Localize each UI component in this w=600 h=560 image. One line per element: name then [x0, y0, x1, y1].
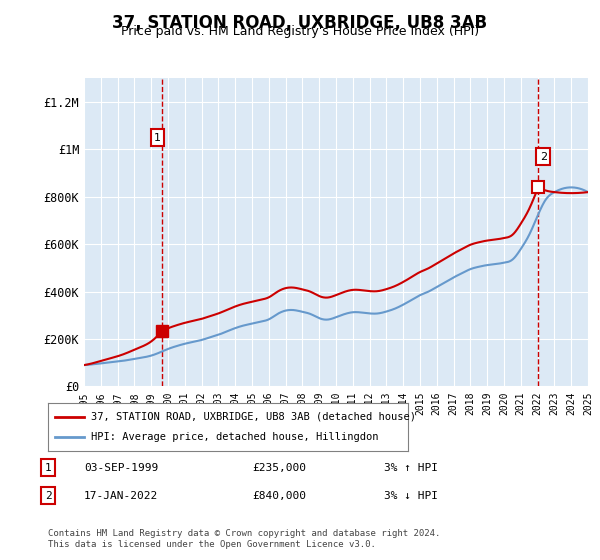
Text: £235,000: £235,000	[252, 463, 306, 473]
Text: 1: 1	[154, 133, 161, 143]
Text: 3% ↑ HPI: 3% ↑ HPI	[384, 463, 438, 473]
Text: Price paid vs. HM Land Registry's House Price Index (HPI): Price paid vs. HM Land Registry's House …	[121, 25, 479, 38]
Text: 3% ↓ HPI: 3% ↓ HPI	[384, 491, 438, 501]
Text: HPI: Average price, detached house, Hillingdon: HPI: Average price, detached house, Hill…	[91, 432, 379, 442]
Text: 37, STATION ROAD, UXBRIDGE, UB8 3AB (detached house): 37, STATION ROAD, UXBRIDGE, UB8 3AB (det…	[91, 412, 416, 422]
Text: 2: 2	[540, 152, 547, 162]
Text: 2: 2	[44, 491, 52, 501]
Text: 17-JAN-2022: 17-JAN-2022	[84, 491, 158, 501]
Text: £840,000: £840,000	[252, 491, 306, 501]
Text: Contains HM Land Registry data © Crown copyright and database right 2024.
This d: Contains HM Land Registry data © Crown c…	[48, 529, 440, 549]
Text: 1: 1	[44, 463, 52, 473]
Text: 37, STATION ROAD, UXBRIDGE, UB8 3AB: 37, STATION ROAD, UXBRIDGE, UB8 3AB	[112, 14, 488, 32]
Text: 03-SEP-1999: 03-SEP-1999	[84, 463, 158, 473]
